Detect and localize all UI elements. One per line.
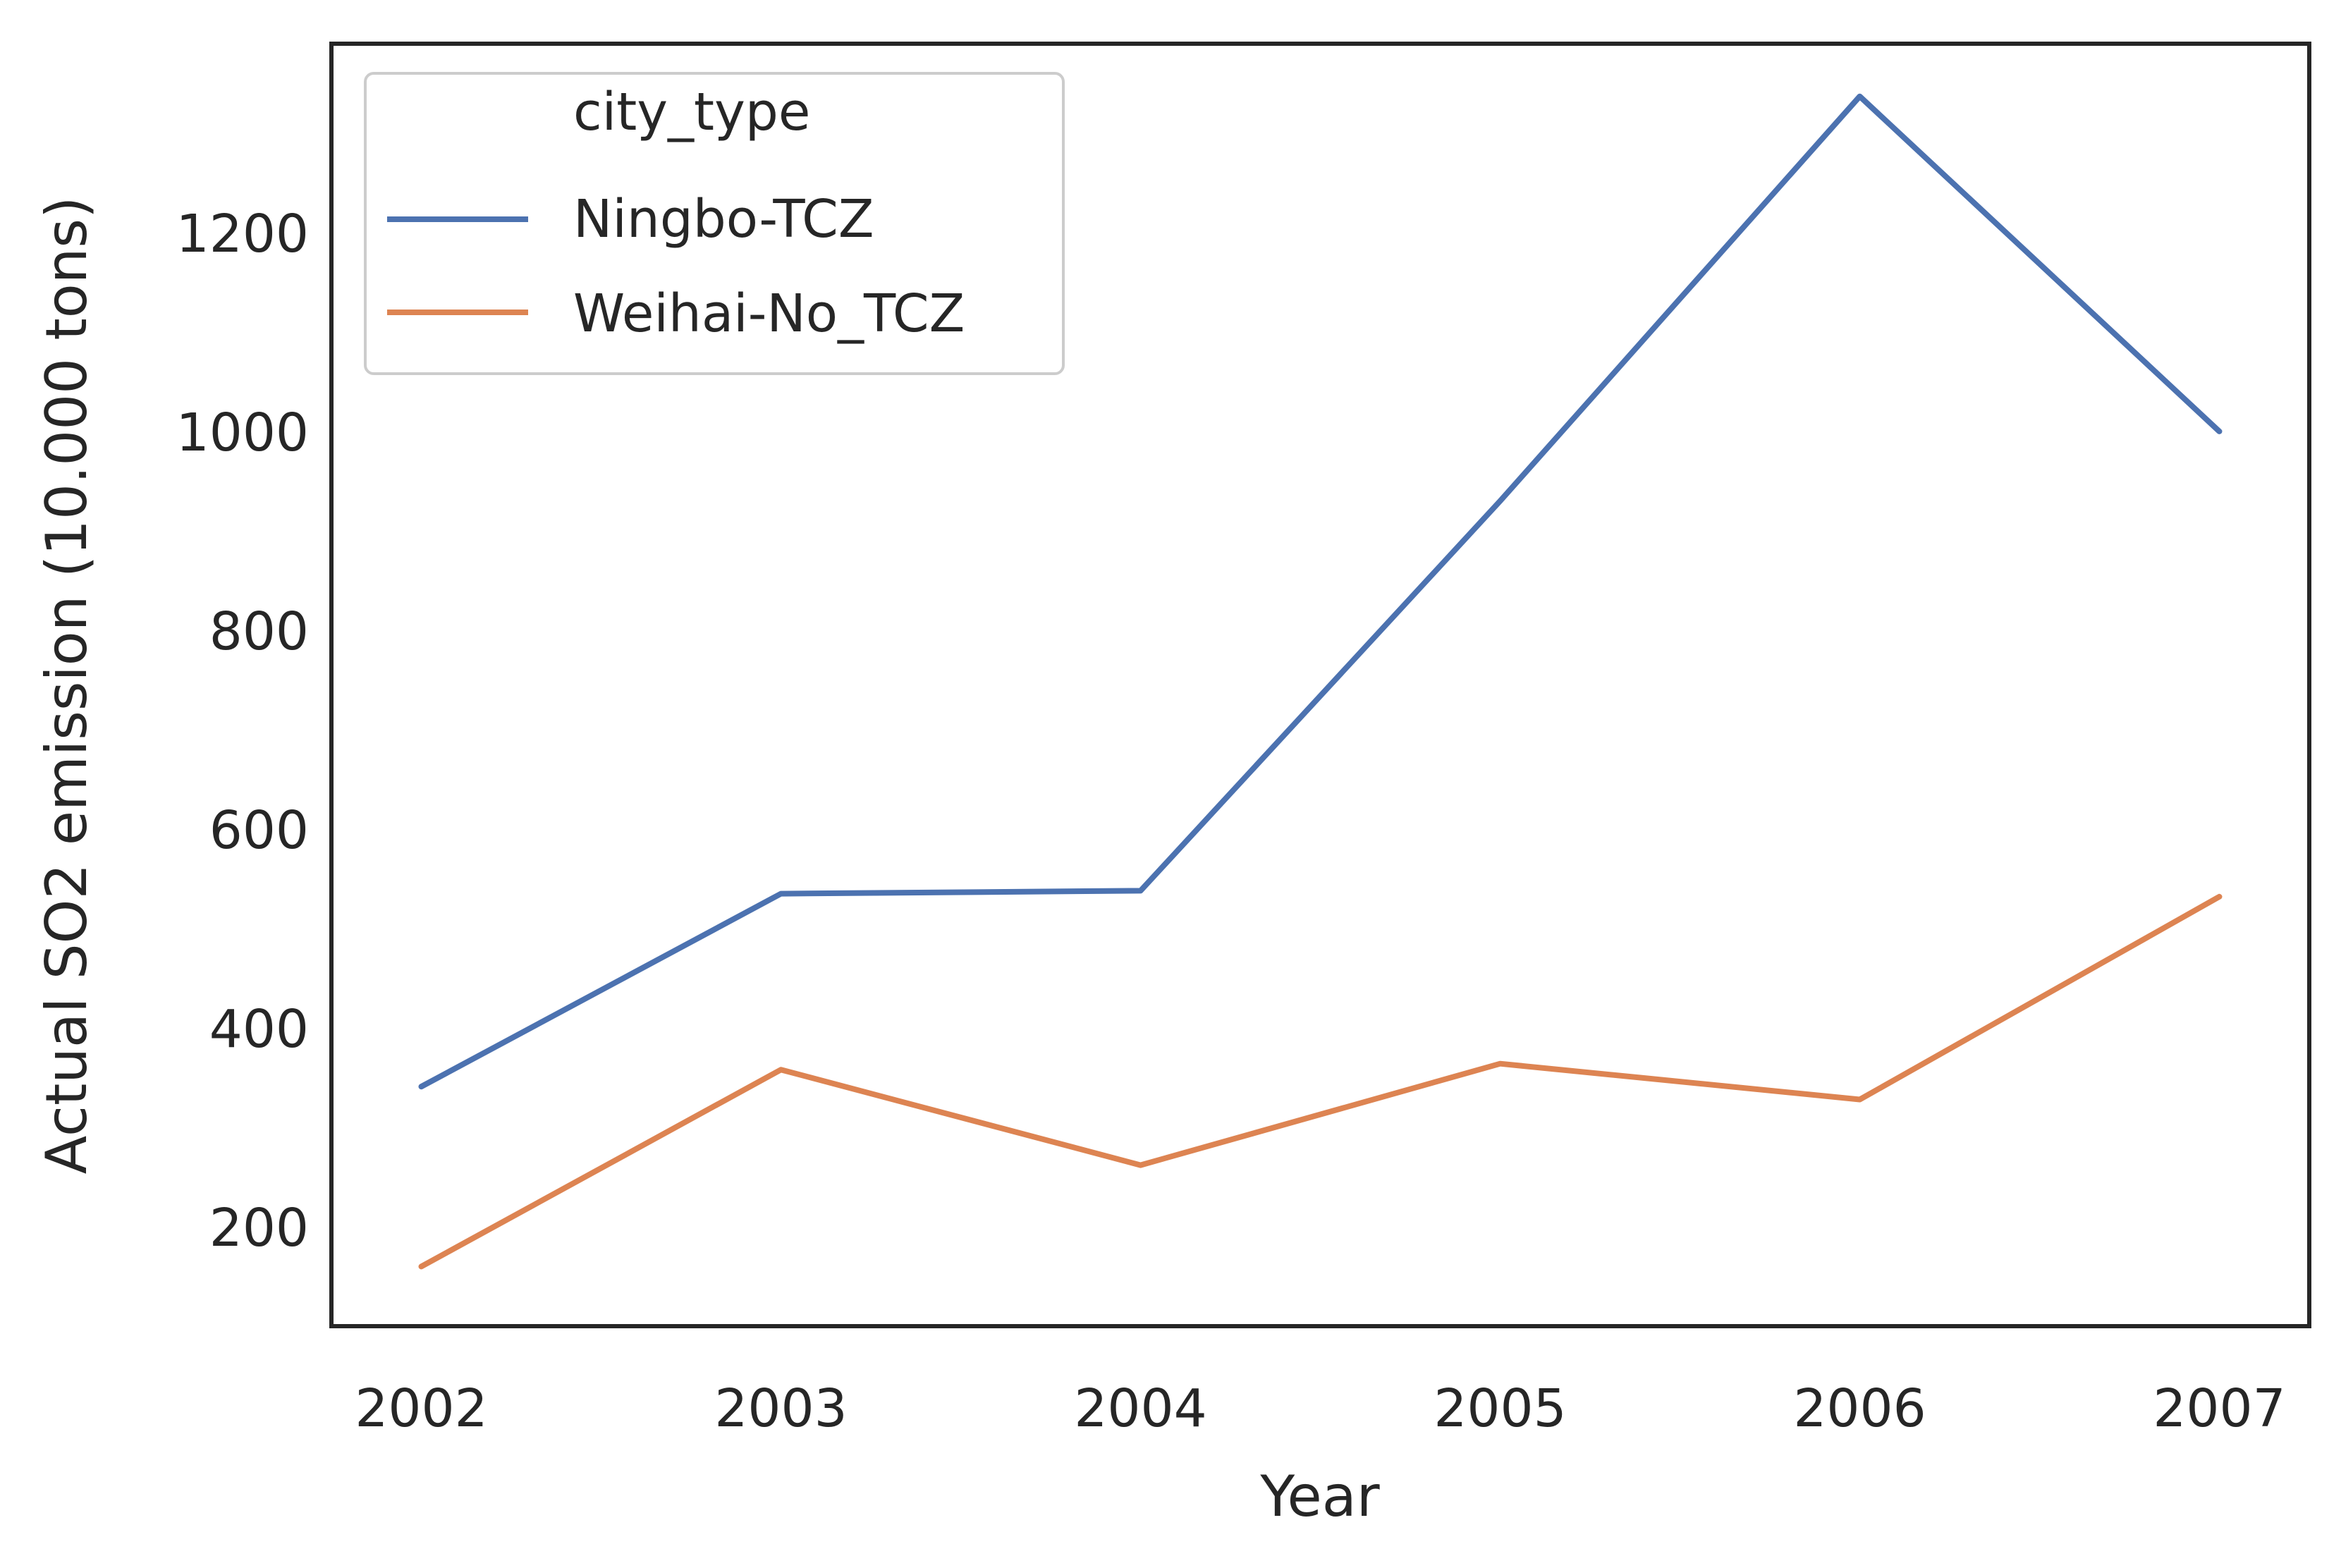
- legend: city_type Ningbo-TCZ Weihai-No_TCZ: [364, 72, 1065, 375]
- y-tick-label-200: 200: [209, 1198, 309, 1258]
- y-tick-labels: 200 400 600 800 1000 1200: [176, 204, 309, 1258]
- y-tick-label-600: 600: [209, 800, 309, 861]
- y-tick-label-1000: 1000: [176, 403, 309, 463]
- y-tick-label-800: 800: [209, 601, 309, 662]
- legend-label-weihai-no-tcz: Weihai-No_TCZ: [573, 283, 965, 344]
- x-tick-label-2007: 2007: [2153, 1378, 2285, 1439]
- x-tick-label-2003: 2003: [714, 1378, 847, 1439]
- legend-title: city_type: [573, 82, 810, 142]
- x-axis-label: Year: [1259, 1464, 1379, 1529]
- x-tick-label-2004: 2004: [1074, 1378, 1206, 1439]
- series-line-weihai-no-tcz: [418, 893, 2223, 1270]
- x-tick-label-2006: 2006: [1793, 1378, 1926, 1439]
- series-line-ningbo-tcz: [418, 93, 2223, 1090]
- legend-box: [364, 72, 1065, 375]
- x-tick-label-2002: 2002: [355, 1378, 487, 1439]
- y-axis-label: Actual SO2 emission (10.000 tons): [34, 197, 99, 1175]
- series-layer: [418, 93, 2223, 1270]
- legend-label-ningbo-tcz: Ningbo-TCZ: [573, 189, 874, 250]
- x-tick-label-2005: 2005: [1434, 1378, 1566, 1439]
- plot-frame: [329, 42, 2311, 1328]
- x-tick-labels: 2002 2003 2004 2005 2006 2007: [355, 1378, 2285, 1439]
- y-tick-label-1200: 1200: [176, 204, 309, 264]
- y-tick-label-400: 400: [209, 999, 309, 1060]
